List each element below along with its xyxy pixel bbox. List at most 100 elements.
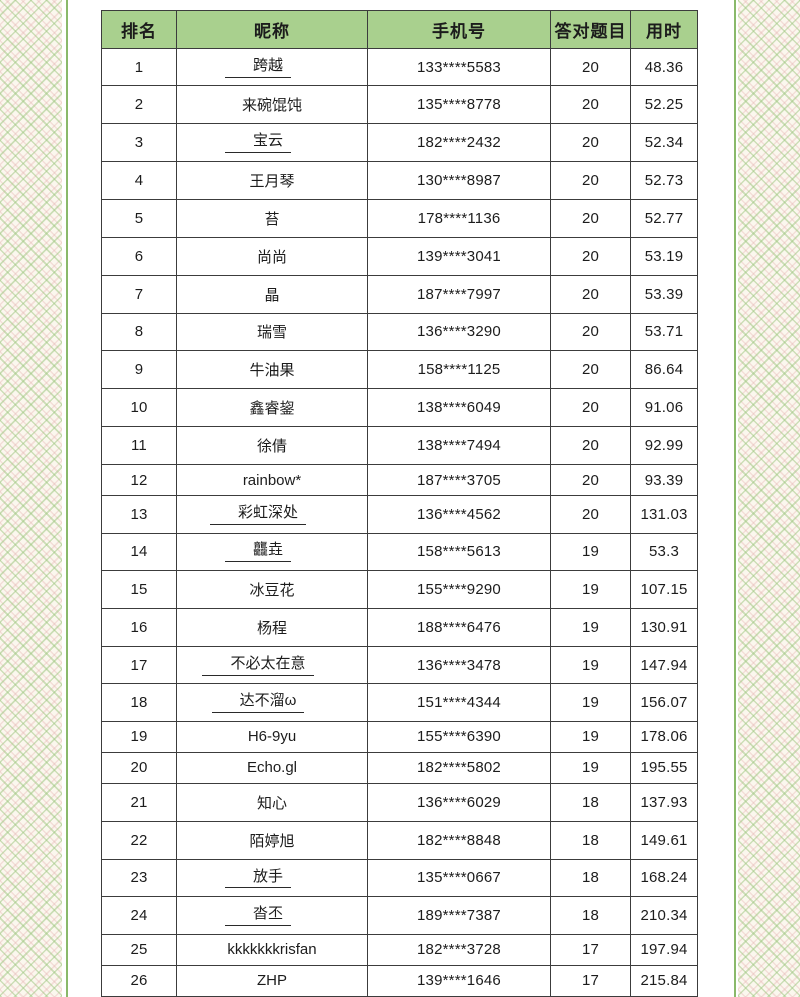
- nickname-cell-text: 不必太在意: [202, 655, 314, 676]
- phone-cell-text: 182****3728: [417, 941, 501, 959]
- nickname-cell: 知心: [176, 782, 368, 822]
- rank-cell-text: 9: [134, 361, 144, 379]
- table-row: 9 牛油果 158****1125 20 86.64: [101, 350, 698, 390]
- nickname-cell-text: 放手: [224, 868, 291, 889]
- left-lattice-decoration: [0, 0, 62, 997]
- correct-count-cell: 19: [550, 608, 631, 647]
- correct-count-cell-text: 20: [581, 399, 600, 417]
- nickname-cell-text: 彩虹深处: [209, 504, 306, 525]
- rank-cell: 5: [101, 198, 177, 238]
- table-row: 15 冰豆花 155****9290 19 107.15: [101, 570, 698, 610]
- time-used-cell: 52.77: [630, 198, 698, 238]
- rank-cell-text: 19: [130, 728, 148, 746]
- table-row: 14 龘垚 158****5613 19 53.3: [101, 532, 698, 572]
- rank-cell: 4: [101, 160, 177, 200]
- time-used-cell: 86.64: [630, 350, 698, 390]
- nickname-cell: H6-9yu: [176, 720, 368, 753]
- phone-cell-text: 151****4344: [417, 694, 501, 712]
- phone-cell-text: 155****9290: [417, 581, 501, 599]
- correct-count-cell-text: 19: [581, 694, 600, 712]
- table-row: 13 彩虹深处 136****4562 20 131.03: [101, 495, 698, 534]
- time-used-cell: 137.93: [630, 782, 698, 822]
- correct-count-cell: 20: [550, 160, 631, 200]
- table-row: 20 Echo.gl 182****5802 19 195.55: [101, 751, 698, 784]
- phone-cell-text: 138****7494: [417, 437, 501, 455]
- correct-count-cell-text: 17: [581, 941, 600, 959]
- leaderboard-panel: 排名 昵称 手机号 答对题目 用时 1 跨越 133****5583 20 48.36 2…: [101, 10, 698, 997]
- nickname-cell-text: 徐倩: [256, 438, 287, 456]
- nickname-cell-text: 王月琴: [249, 172, 295, 190]
- rank-cell-text: 17: [130, 656, 148, 674]
- correct-count-cell: 19: [550, 720, 631, 753]
- time-used-cell: 53.39: [630, 274, 698, 314]
- nickname-cell-text: rainbow*: [242, 471, 302, 489]
- rank-cell: 10: [101, 388, 177, 428]
- phone-cell-text: 139****3041: [417, 247, 501, 265]
- nickname-cell-text: 陌婷旭: [249, 832, 295, 850]
- correct-count-cell: 18: [550, 820, 631, 860]
- correct-count-cell-text: 17: [581, 972, 600, 990]
- table-row: 19 H6-9yu 155****6390 19 178.06: [101, 720, 698, 753]
- phone-cell: 133****5583: [367, 47, 551, 87]
- time-used-cell: 48.36: [630, 47, 698, 87]
- leaderboard-table: 排名 昵称 手机号 答对题目 用时 1 跨越 133****5583 20 48.36 2…: [101, 10, 698, 997]
- phone-cell-text: 135****0667: [417, 869, 501, 887]
- table-row: 8 瑞雪 136****3290 20 53.71: [101, 312, 698, 352]
- phone-cell: 187****3705: [367, 464, 551, 497]
- time-used-cell: 149.61: [630, 820, 698, 860]
- time-used-cell: 178.06: [630, 720, 698, 753]
- correct-count-cell: 20: [550, 123, 631, 162]
- time-used-cell: 53.3: [630, 532, 698, 572]
- correct-count-cell-text: 20: [581, 361, 600, 379]
- phone-cell-text: 130****8987: [417, 171, 501, 189]
- table-row: 12 rainbow* 187****3705 20 93.39: [101, 464, 698, 497]
- rank-cell: 20: [101, 751, 177, 784]
- nickname-cell: kkkkkkkrisfan: [176, 933, 368, 966]
- time-used-cell: 53.19: [630, 236, 698, 276]
- phone-cell-text: 139****1646: [417, 972, 501, 990]
- time-used-cell: 215.84: [630, 964, 698, 997]
- phone-cell: 138****6049: [367, 388, 551, 428]
- phone-cell-text: 182****8848: [417, 831, 501, 849]
- phone-cell: 187****7997: [367, 274, 551, 314]
- phone-cell-text: 189****7387: [417, 906, 501, 924]
- correct-count-cell: 20: [550, 198, 631, 238]
- table-row: 2 来碗馄饨 135****8778 20 52.25: [101, 85, 698, 125]
- time-used-cell-text: 131.03: [640, 505, 688, 523]
- nickname-cell: 沓丕: [176, 896, 368, 935]
- time-used-cell-text: 156.07: [640, 694, 688, 712]
- correct-count-cell: 17: [550, 933, 631, 966]
- correct-count-cell-text: 19: [581, 618, 600, 636]
- correct-count-cell: 18: [550, 858, 631, 898]
- rank-cell-text: 18: [130, 694, 148, 712]
- phone-cell: 189****7387: [367, 896, 551, 935]
- time-used-cell: 93.39: [630, 464, 698, 497]
- phone-cell: 151****4344: [367, 683, 551, 722]
- nickname-cell-text: 瑞雪: [256, 324, 287, 342]
- nickname-cell: 来碗馄饨: [176, 85, 368, 125]
- table-row: 24 沓丕 189****7387 18 210.34: [101, 896, 698, 935]
- phone-cell: 178****1136: [367, 198, 551, 238]
- table-row: 1 跨越 133****5583 20 48.36: [101, 47, 698, 87]
- nickname-cell: 陌婷旭: [176, 820, 368, 860]
- nickname-cell-text: 晶: [264, 286, 280, 304]
- nickname-cell: ZHP: [176, 964, 368, 997]
- phone-cell: 135****0667: [367, 858, 551, 898]
- time-used-cell: 53.71: [630, 312, 698, 352]
- header-time-used: 用时: [630, 10, 698, 49]
- phone-cell: 139****1646: [367, 964, 551, 997]
- left-green-border-line: [66, 0, 68, 997]
- correct-count-cell-text: 18: [581, 831, 600, 849]
- table-row: 6 尚尚 139****3041 20 53.19: [101, 236, 698, 276]
- time-used-cell: 210.34: [630, 896, 698, 935]
- table-row: 5 苔 178****1136 20 52.77: [101, 198, 698, 238]
- nickname-cell-text: 冰豆花: [249, 582, 295, 600]
- nickname-cell-text: 牛油果: [249, 362, 295, 380]
- time-used-cell-text: 91.06: [644, 399, 684, 417]
- rank-cell: 21: [101, 782, 177, 822]
- nickname-cell: 鑫睿鋆: [176, 388, 368, 428]
- correct-count-cell: 19: [550, 645, 631, 685]
- nickname-cell: 徐倩: [176, 426, 368, 466]
- rank-cell-text: 16: [130, 618, 148, 636]
